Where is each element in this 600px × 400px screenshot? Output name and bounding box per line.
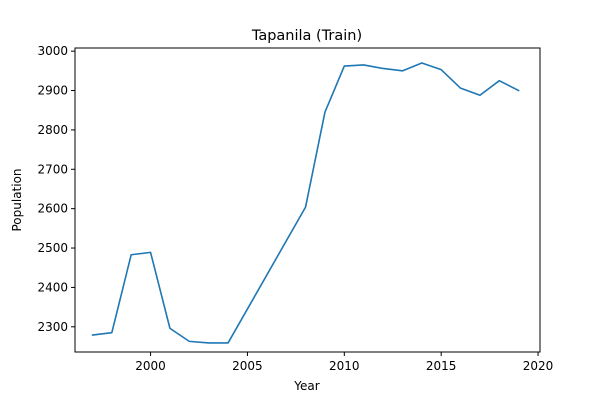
population-series-line (91, 62, 520, 344)
x-tick-label: 2005 (232, 359, 263, 373)
y-axis-label: Population (10, 168, 24, 231)
x-tick-label: 2000 (135, 359, 166, 373)
y-tick-label: 2300 (37, 320, 68, 334)
x-tick-label: 2010 (329, 359, 360, 373)
x-axis-label: Year (293, 379, 319, 393)
y-tick-label: 2700 (37, 162, 68, 176)
y-tick-label: 3000 (37, 44, 68, 58)
y-axis-ticks: 2300 2400 2500 2600 2700 2800 2900 3000 (37, 44, 75, 334)
y-tick-label: 2400 (37, 280, 68, 294)
plot-area-frame (74, 47, 541, 353)
x-tick-label: 2020 (523, 359, 554, 373)
y-tick-label: 2900 (37, 84, 68, 98)
y-tick-label: 2800 (37, 123, 68, 137)
chart-title: Tapanila (Train) (251, 28, 362, 44)
y-tick-label: 2600 (37, 202, 68, 216)
x-tick-label: 2015 (426, 359, 457, 373)
x-axis-ticks: 2000 2005 2010 2015 2020 (135, 352, 553, 373)
y-tick-label: 2500 (37, 241, 68, 255)
